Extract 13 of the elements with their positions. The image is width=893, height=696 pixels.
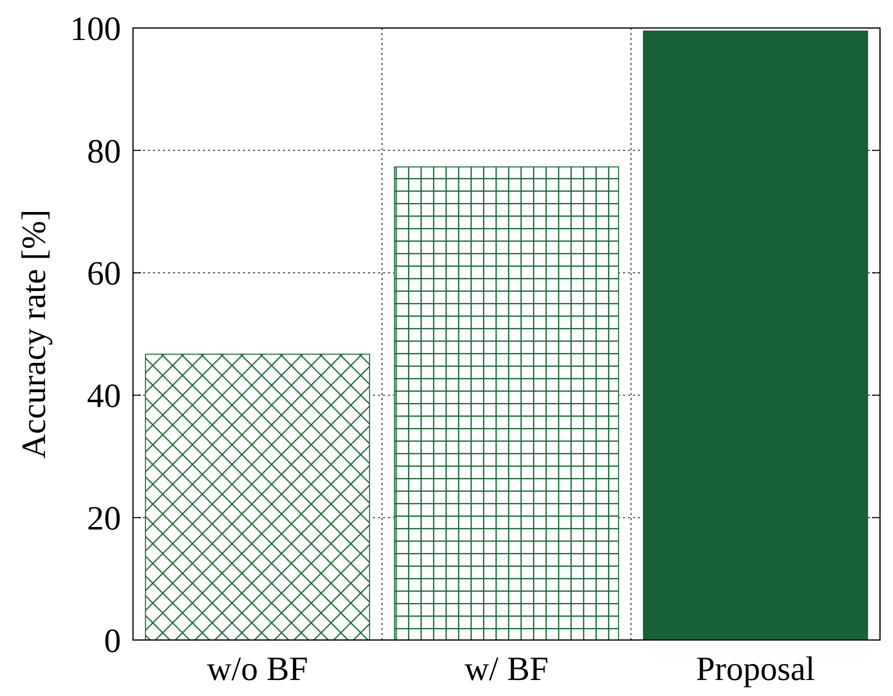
y-tick-label: 40 — [87, 378, 121, 416]
x-tick-label: w/ BF — [464, 651, 549, 688]
x-tick-label: w/o BF — [206, 651, 308, 688]
bar — [144, 354, 370, 640]
y-tick-label: 0 — [104, 622, 121, 660]
y-axis-title: Accuracy rate [%] — [16, 209, 53, 459]
x-tick-label: Proposal — [696, 651, 815, 688]
y-tick-label: 100 — [70, 10, 121, 48]
y-tick-label: 20 — [87, 500, 121, 538]
bar — [642, 30, 868, 640]
y-tick-label: 60 — [87, 256, 121, 293]
bar — [394, 166, 620, 640]
y-tick-label: 80 — [87, 133, 121, 170]
